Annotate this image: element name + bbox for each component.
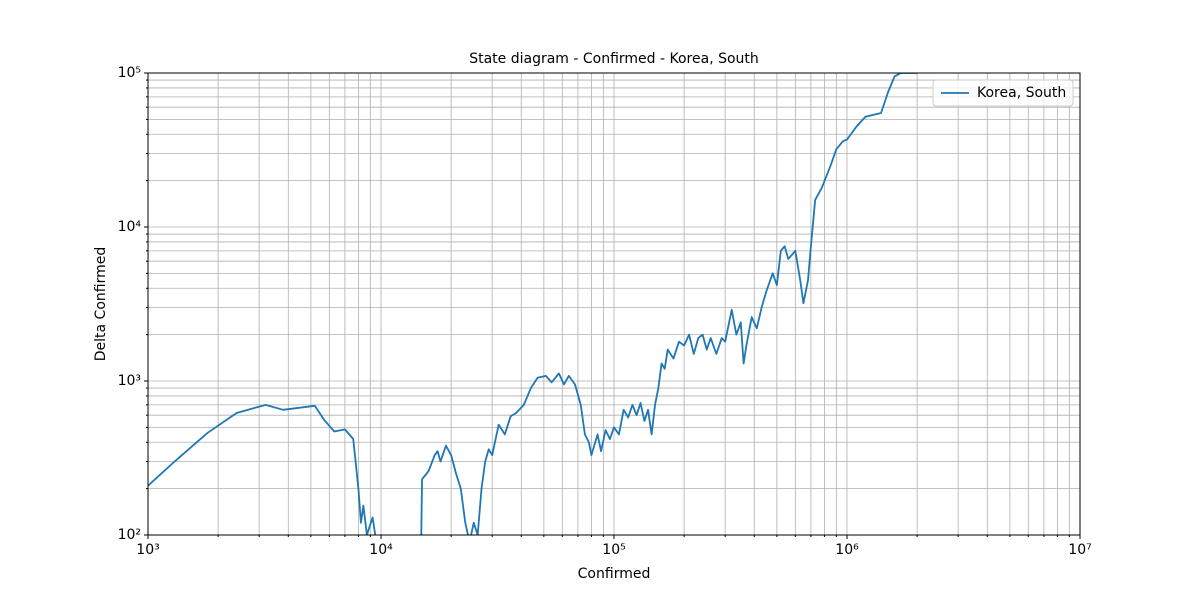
- x-axis-label: Confirmed: [578, 566, 651, 582]
- grid: [147, 72, 1081, 536]
- plot-area: [148, 73, 918, 535]
- x-tick-label: 10³: [136, 542, 159, 558]
- x-tick-label: 10⁵: [602, 542, 625, 558]
- legend-box: [932, 79, 1074, 107]
- legend: Korea, South: [932, 79, 1074, 107]
- y-tick-label: 10³: [118, 373, 141, 389]
- chart-title: State diagram - Confirmed - Korea, South: [469, 51, 759, 67]
- y-tick-label: 10⁴: [118, 219, 142, 235]
- x-tick-label: 10⁶: [835, 542, 859, 558]
- x-tick-label: 10⁴: [369, 542, 393, 558]
- y-tick-label: 10²: [118, 527, 141, 543]
- x-tick-label: 10⁷: [1068, 542, 1091, 558]
- legend-label: Korea, South: [977, 85, 1066, 101]
- y-tick-label: 10⁵: [118, 65, 141, 81]
- y-axis-label: Delta Confirmed: [93, 247, 109, 361]
- data-line: [148, 73, 918, 535]
